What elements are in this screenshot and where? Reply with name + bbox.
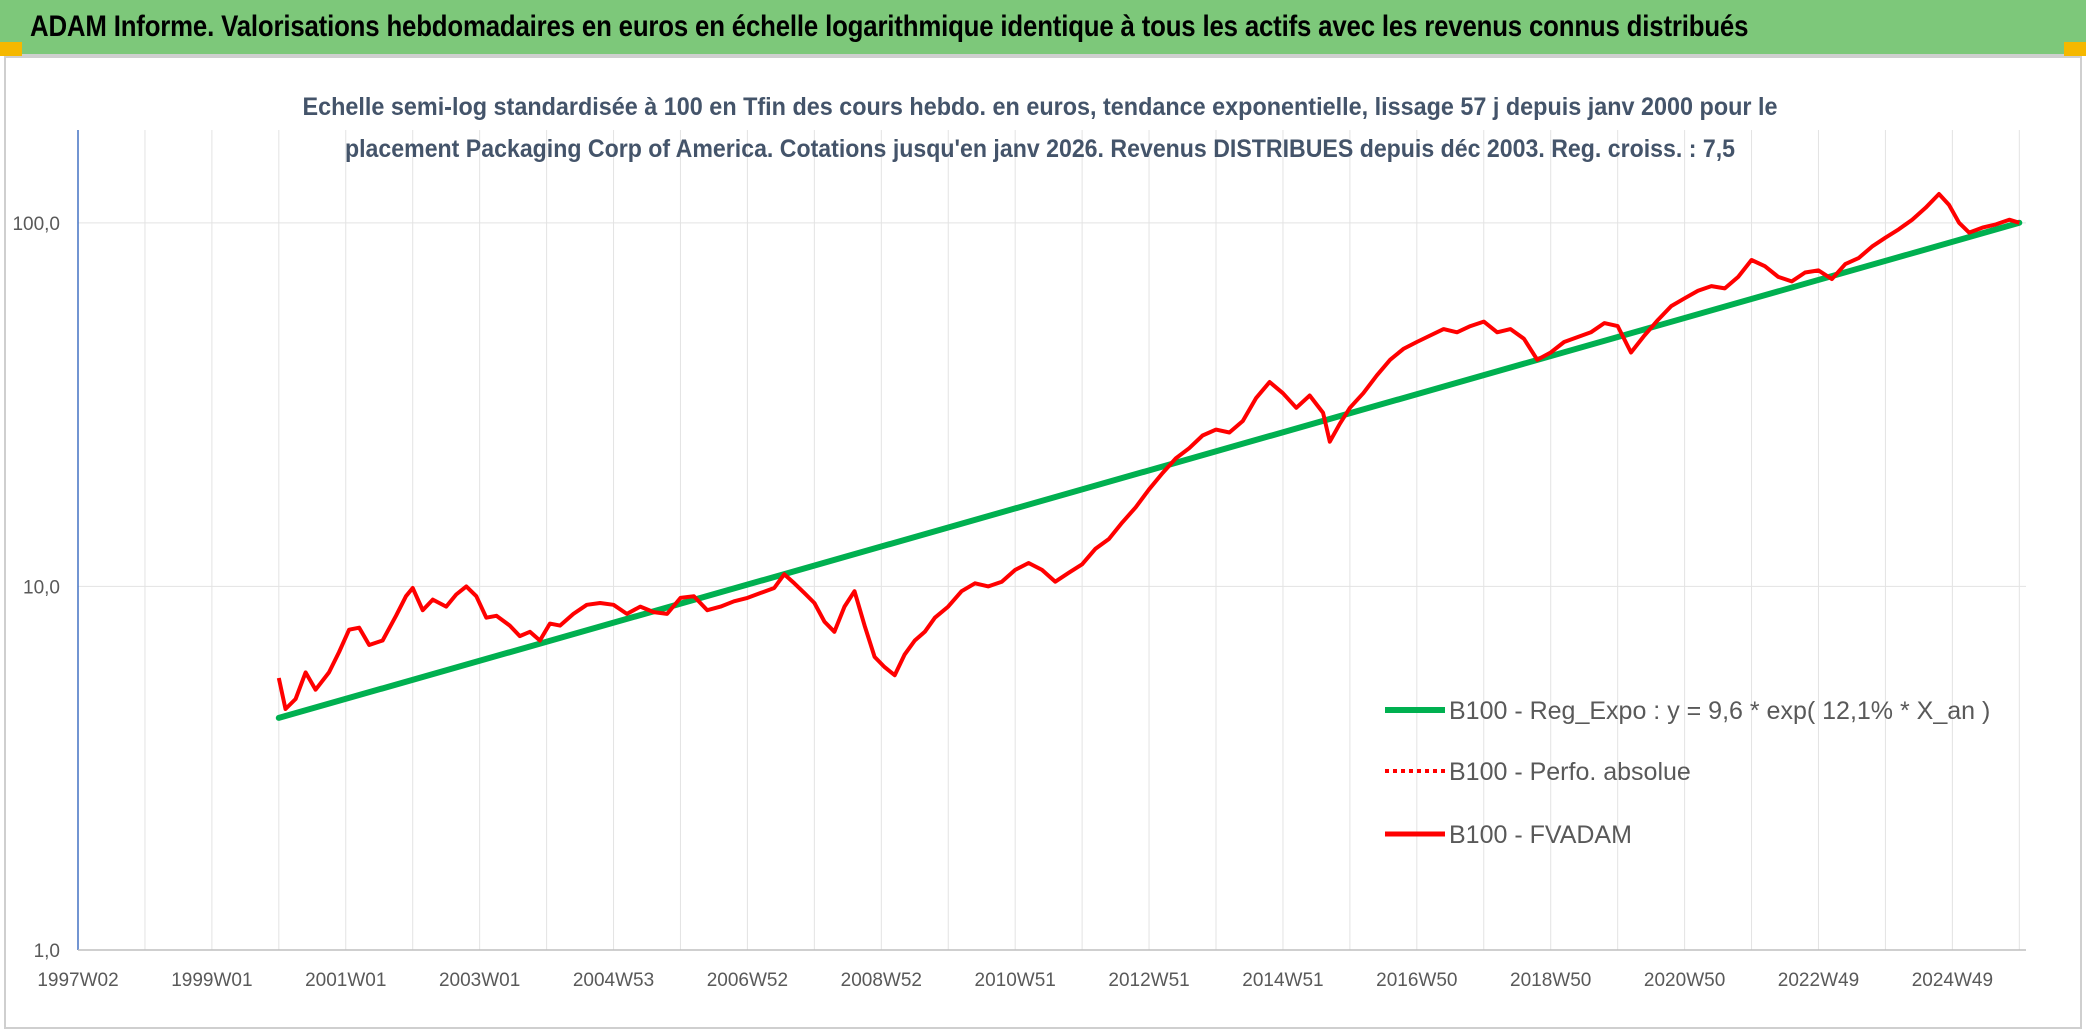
axes: 1,0 10,0 100,0 1997W02 1999W01 2001W01 2003W01… — [12, 130, 2026, 991]
x-tick-label: 2004W53 — [573, 970, 654, 991]
chart-frame — [4, 56, 2082, 1029]
x-tick-label: 2018W50 — [1510, 970, 1591, 991]
corner-accent-right — [2064, 42, 2086, 56]
y-tick-label: 100,0 — [12, 214, 60, 235]
x-tick-label: 2014W51 — [1242, 970, 1323, 991]
series-line-regression — [275, 219, 2023, 721]
legend: B100 - Reg_Expo : y = 9,6 * exp( 12,1% *… — [1385, 697, 1990, 849]
legend-label: B100 - FVADAM — [1449, 821, 1632, 849]
x-tick-label: 2010W51 — [975, 970, 1056, 991]
x-tick-label: 2012W51 — [1108, 970, 1189, 991]
x-tick-label: 2006W52 — [707, 970, 788, 991]
x-tick-label: 2020W50 — [1644, 970, 1725, 991]
x-tick-label: 2003W01 — [439, 970, 520, 991]
x-tick-label: 2008W52 — [841, 970, 922, 991]
x-tick-label: 2024W49 — [1912, 970, 1993, 991]
chart-subtitle: Echelle semi-log standardisée à 100 en T… — [303, 93, 1778, 163]
series-line-fvadam — [276, 192, 2020, 711]
x-tick-label: 2001W01 — [305, 970, 386, 991]
subtitle-line: Echelle semi-log standardisée à 100 en T… — [303, 93, 1778, 121]
legend-label: B100 - Reg_Expo : y = 9,6 * exp( 12,1% *… — [1449, 697, 1990, 725]
x-tick-label: 1997W02 — [37, 970, 118, 991]
y-tick-label: 1,0 — [34, 941, 60, 962]
grid-lines — [77, 130, 2026, 951]
header-title: ADAM Informe. Valorisations hebdomadaire… — [30, 10, 1749, 43]
subtitle-line: placement Packaging Corp of America. Cot… — [345, 135, 1735, 163]
legend-label: B100 - Perfo. absolue — [1449, 758, 1691, 786]
x-tick-label: 2016W50 — [1376, 970, 1457, 991]
x-tick-label: 1999W01 — [171, 970, 252, 991]
x-tick-label: 2022W49 — [1778, 970, 1859, 991]
corner-accent-left — [0, 42, 22, 56]
header-banner: ADAM Informe. Valorisations hebdomadaire… — [0, 0, 2086, 56]
series-layer — [275, 192, 2023, 721]
y-tick-label: 10,0 — [23, 577, 60, 598]
